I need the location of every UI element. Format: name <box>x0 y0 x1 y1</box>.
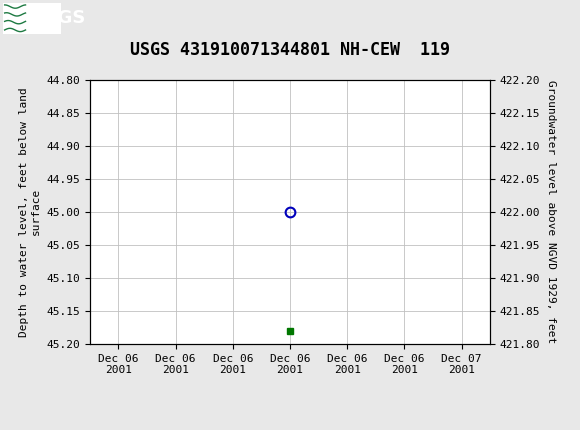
Text: USGS: USGS <box>30 9 85 27</box>
Y-axis label: Depth to water level, feet below land
surface: Depth to water level, feet below land su… <box>19 87 41 337</box>
Bar <box>3 3 61 34</box>
Y-axis label: Groundwater level above NGVD 1929, feet: Groundwater level above NGVD 1929, feet <box>546 80 556 344</box>
Text: USGS 431910071344801 NH-CEW  119: USGS 431910071344801 NH-CEW 119 <box>130 41 450 59</box>
